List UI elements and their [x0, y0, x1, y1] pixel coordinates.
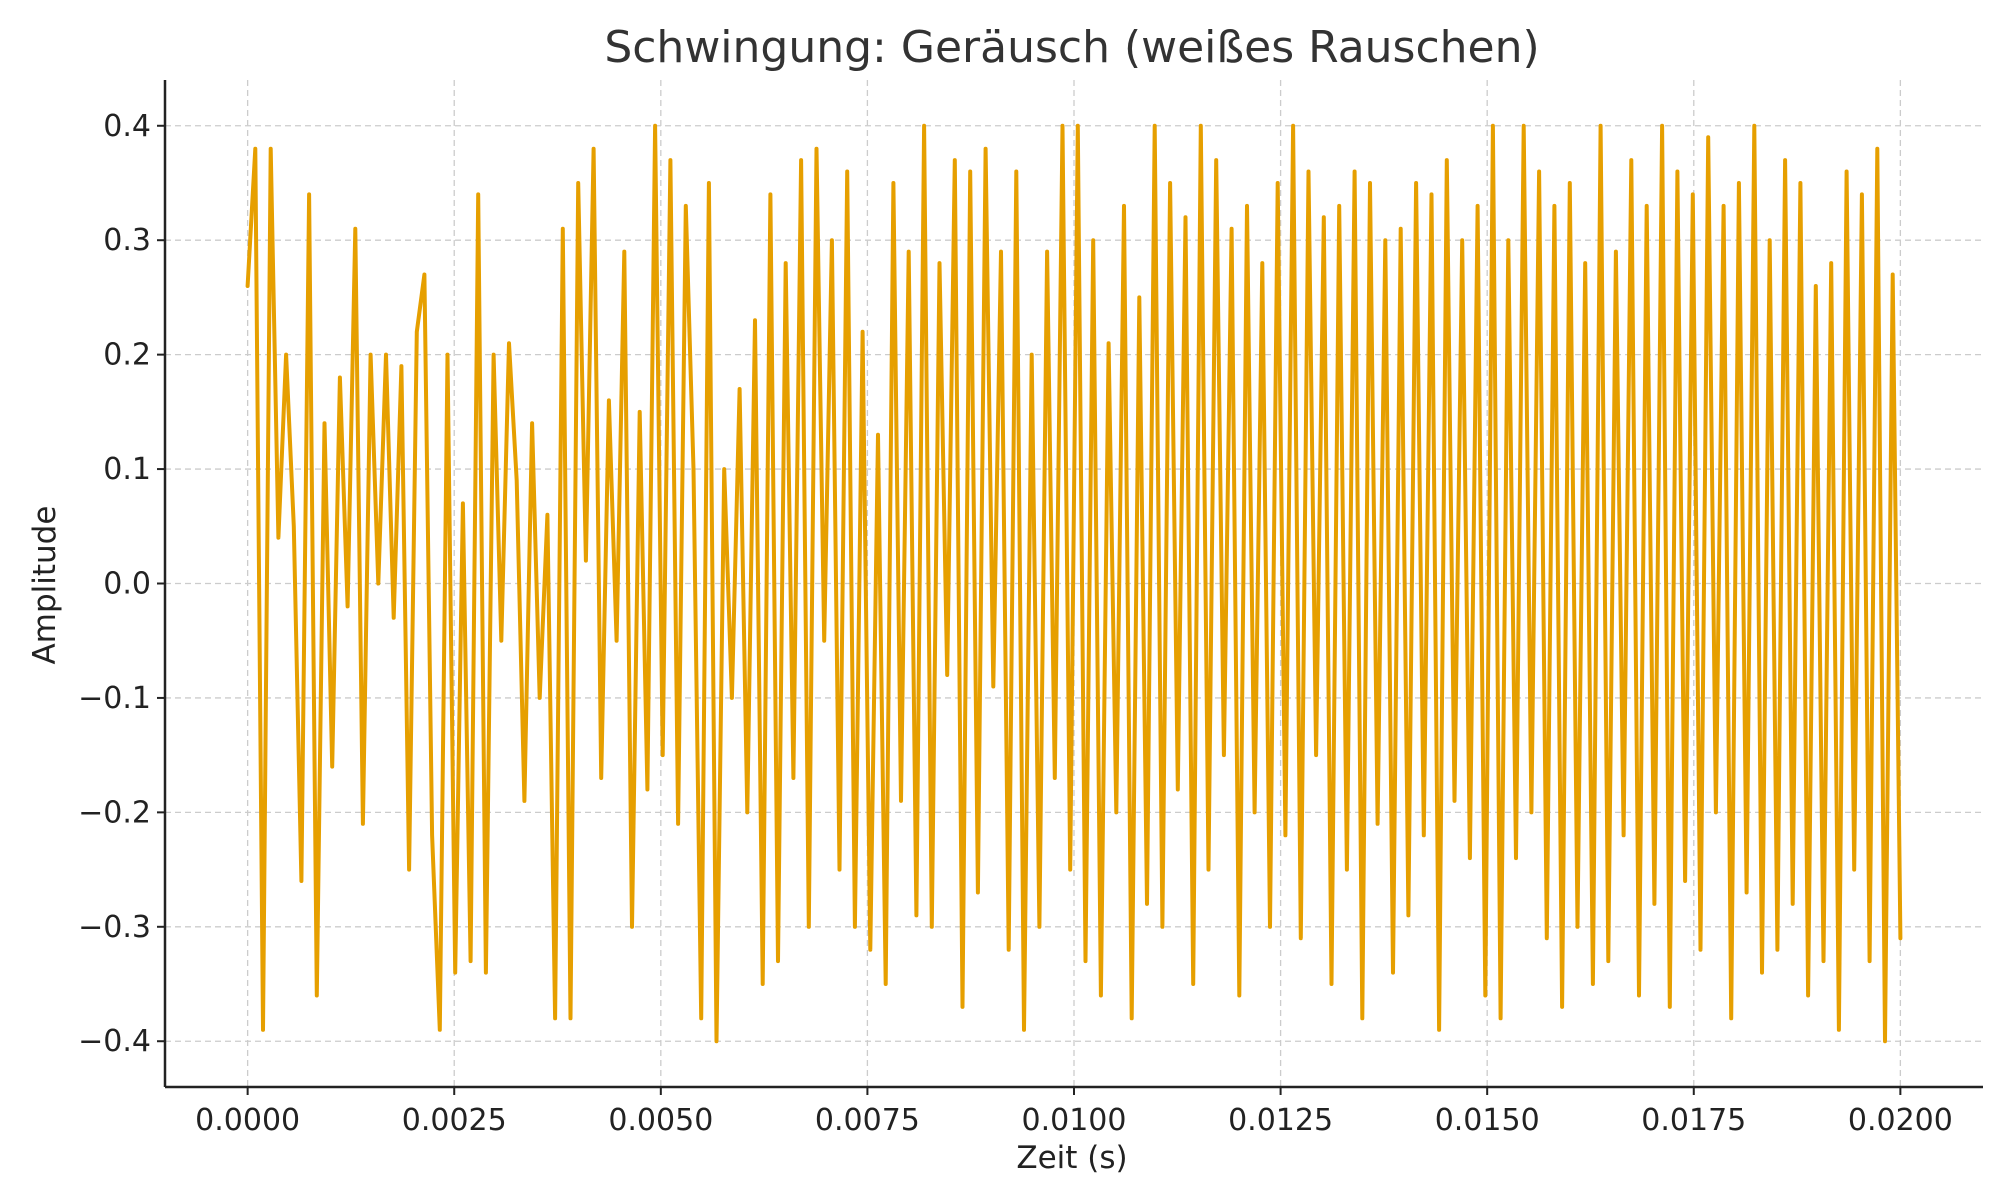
y-tick-label: −0.2	[78, 795, 151, 830]
y-tick-label: −0.1	[78, 681, 151, 716]
x-tick-label: 0.0050	[608, 1103, 713, 1138]
series-layer	[245, 123, 1903, 1044]
x-tick-label: 0.0000	[195, 1103, 300, 1138]
y-tick-label: 0.0	[103, 567, 151, 602]
x-tick-label: 0.0075	[815, 1103, 920, 1138]
x-axis-label: Zeit (s)	[1016, 1140, 1127, 1176]
y-tick-label: 0.4	[103, 109, 151, 144]
x-tick-label: 0.0150	[1435, 1103, 1540, 1138]
y-tick-label: 0.1	[103, 452, 151, 487]
noise-series-line	[245, 123, 1903, 1044]
y-tick-label: 0.3	[103, 223, 151, 258]
x-tick-label: 0.0200	[1848, 1103, 1953, 1138]
y-tick-label: −0.3	[78, 910, 151, 945]
x-tick-label: 0.0100	[1022, 1103, 1127, 1138]
y-tick-label: −0.4	[78, 1024, 151, 1059]
x-axis-ticks: 0.0000 0.0025 0.0050 0.0075 0.0100 0.0125 0.01…	[195, 1087, 1953, 1138]
x-tick-label: 0.0125	[1228, 1103, 1333, 1138]
x-tick-label: 0.0175	[1641, 1103, 1746, 1138]
x-tick-label: 0.0025	[402, 1103, 507, 1138]
y-axis-ticks: −0.4 −0.3 −0.2 −0.1 0.0 0.1 0.2 0.3 0.4	[78, 109, 165, 1059]
y-axis-label: Amplitude	[27, 506, 63, 665]
chart-title: Schwingung: Geräusch (weißes Rauschen)	[604, 22, 1539, 73]
y-tick-label: 0.2	[103, 338, 151, 373]
